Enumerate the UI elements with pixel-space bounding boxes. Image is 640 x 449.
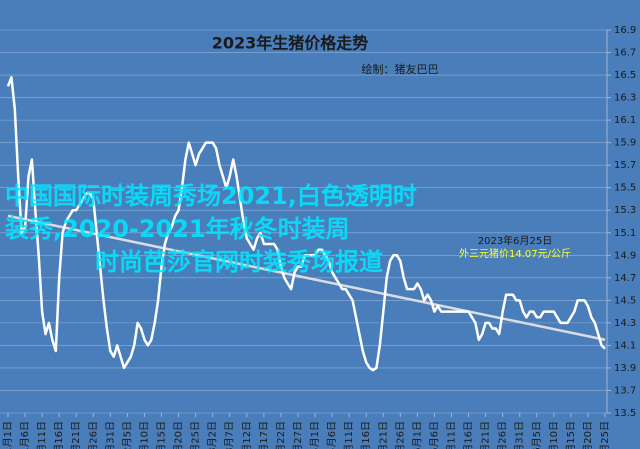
price-line — [6, 76, 606, 372]
x-tick-label: 6月5日 — [531, 421, 543, 449]
y-tick-label: 14.3 — [614, 318, 636, 329]
x-tick-label: 4月1日 — [309, 421, 321, 449]
y-tick-label: 15.3 — [614, 205, 636, 216]
y-tick-label: 16.7 — [614, 48, 636, 59]
x-tick-label: 4月6日 — [326, 421, 338, 449]
x-tick-label: 2月5日 — [121, 421, 133, 449]
y-tick-label: 14.1 — [614, 340, 636, 351]
y-tick-label: 14.5 — [614, 295, 636, 306]
y-tick-label: 13.7 — [614, 385, 636, 396]
x-tick-label: 2月25日 — [190, 421, 202, 449]
y-tick-label: 15.1 — [614, 228, 636, 239]
y-tick-label: 16.9 — [614, 25, 636, 36]
x-tick-label: 2月20日 — [173, 421, 185, 449]
x-tick-label: 5月16日 — [463, 421, 475, 449]
y-tick-label: 16.1 — [614, 115, 636, 126]
x-tick-label: 3月27日 — [292, 421, 304, 449]
subtitle: 绘制：猪友巴巴 — [362, 62, 439, 76]
y-tick-label: 15.5 — [614, 183, 636, 194]
x-tick-label: 6月20日 — [582, 421, 594, 449]
y-tick-label: 16.5 — [614, 70, 636, 81]
x-tick-label: 4月16日 — [360, 421, 372, 449]
x-tick-label: 3月2日 — [207, 421, 219, 449]
x-tick-label: 3月12日 — [241, 421, 253, 449]
overlay-text: 时尚芭莎官网时装秀场报道 — [95, 248, 383, 276]
annotation-price: 外三元猪价14.07元/公斤 — [459, 248, 571, 260]
y-tick-label: 15.7 — [614, 160, 636, 171]
y-tick-label: 14.7 — [614, 273, 636, 284]
x-tick-label: 2月15日 — [156, 421, 168, 449]
y-tick-label: 13.5 — [614, 408, 636, 419]
overlay-text: 中国国际时装周秀场2021,白色透明时 — [5, 182, 417, 210]
chart-title: 2023年生猪价格走势 — [212, 34, 369, 53]
x-tick-label: 6月15日 — [565, 421, 577, 449]
y-tick-label: 14.9 — [614, 250, 636, 261]
x-tick-label: 3月17日 — [258, 421, 270, 449]
x-tick-label: 2月10日 — [138, 421, 150, 449]
x-tick-label: 1月1日 — [2, 421, 14, 449]
x-tick-label: 6月10日 — [548, 421, 560, 449]
x-tick-label: 3月7日 — [224, 421, 236, 449]
x-tick-label: 4月11日 — [343, 421, 355, 449]
x-tick-label: 5月11日 — [445, 421, 457, 449]
annotation-date: 2023年6月25日 — [478, 234, 553, 247]
x-tick-label: 1月21日 — [70, 421, 82, 449]
x-tick-label: 1月11日 — [36, 421, 48, 449]
y-tick-label: 15.9 — [614, 138, 636, 149]
trend-line — [7, 214, 606, 342]
x-tick-label: 1月26日 — [87, 421, 99, 449]
x-tick-label: 6月25日 — [599, 421, 611, 449]
x-tick-label: 5月26日 — [497, 421, 509, 449]
x-tick-label: 4月26日 — [394, 421, 406, 449]
x-tick-label: 5月1日 — [411, 421, 423, 449]
y-tick-label: 13.9 — [614, 363, 636, 374]
x-tick-label: 3月22日 — [275, 421, 287, 449]
x-tick-label: 4月21日 — [377, 421, 389, 449]
x-tick-label: 5月21日 — [480, 421, 492, 449]
x-tick-label: 1月31日 — [104, 421, 116, 449]
y-tick-label: 16.3 — [614, 93, 636, 104]
x-tick-label: 1月16日 — [53, 421, 65, 449]
x-tick-label: 5月31日 — [514, 421, 526, 449]
overlay-text: 装秀,2020-2021年秋冬时装周 — [5, 215, 350, 243]
x-tick-label: 5月6日 — [428, 421, 440, 449]
x-tick-label: 1月6日 — [19, 421, 31, 449]
